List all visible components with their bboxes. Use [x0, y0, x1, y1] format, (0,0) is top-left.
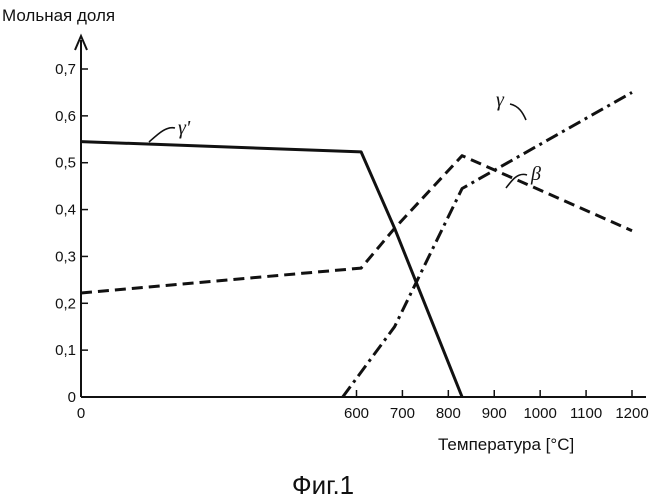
x-tick-label: 1000 [523, 405, 556, 422]
x-tick-label: 800 [436, 405, 461, 422]
series-label-leader [149, 128, 175, 142]
x-axis-title: Температура [°C] [438, 435, 574, 454]
x-tick-label: 0 [77, 405, 85, 422]
series-label-gamma: γ [496, 89, 505, 111]
y-tick-label: 0,4 [55, 202, 76, 219]
y-tick-label: 0,6 [55, 108, 76, 125]
x-tick-label: 1100 [570, 405, 602, 422]
x-tick-label: 1200 [615, 405, 648, 422]
x-tick-label: 900 [482, 405, 507, 422]
series-line-beta [81, 156, 632, 293]
y-tick-label: 0,2 [55, 295, 76, 312]
series-label-gamma-prime: γ' [178, 117, 191, 139]
y-tick-label: 0,7 [55, 61, 76, 78]
x-tick-label: 600 [344, 405, 369, 422]
figure-caption: Фиг.1 [292, 470, 354, 500]
y-tick-label: 0 [68, 389, 76, 406]
y-tick-label: 0,5 [55, 155, 76, 172]
series-line-gamma-prime [81, 142, 462, 397]
series-label-beta: β [530, 163, 541, 185]
series-label-leader [510, 104, 526, 120]
series-line-gamma [343, 92, 632, 397]
axis-ticks: 0 600 700 800 900 1000 1100 1200 0 0,1 0,2 0,3 0,4 0,… [55, 61, 649, 422]
y-tick-label: 0,1 [55, 342, 76, 359]
plot-series: γ' β γ [81, 89, 632, 397]
x-tick-label: 700 [390, 405, 415, 422]
y-tick-label: 0,3 [55, 248, 76, 265]
y-axis-title: Мольная доля [2, 6, 115, 25]
